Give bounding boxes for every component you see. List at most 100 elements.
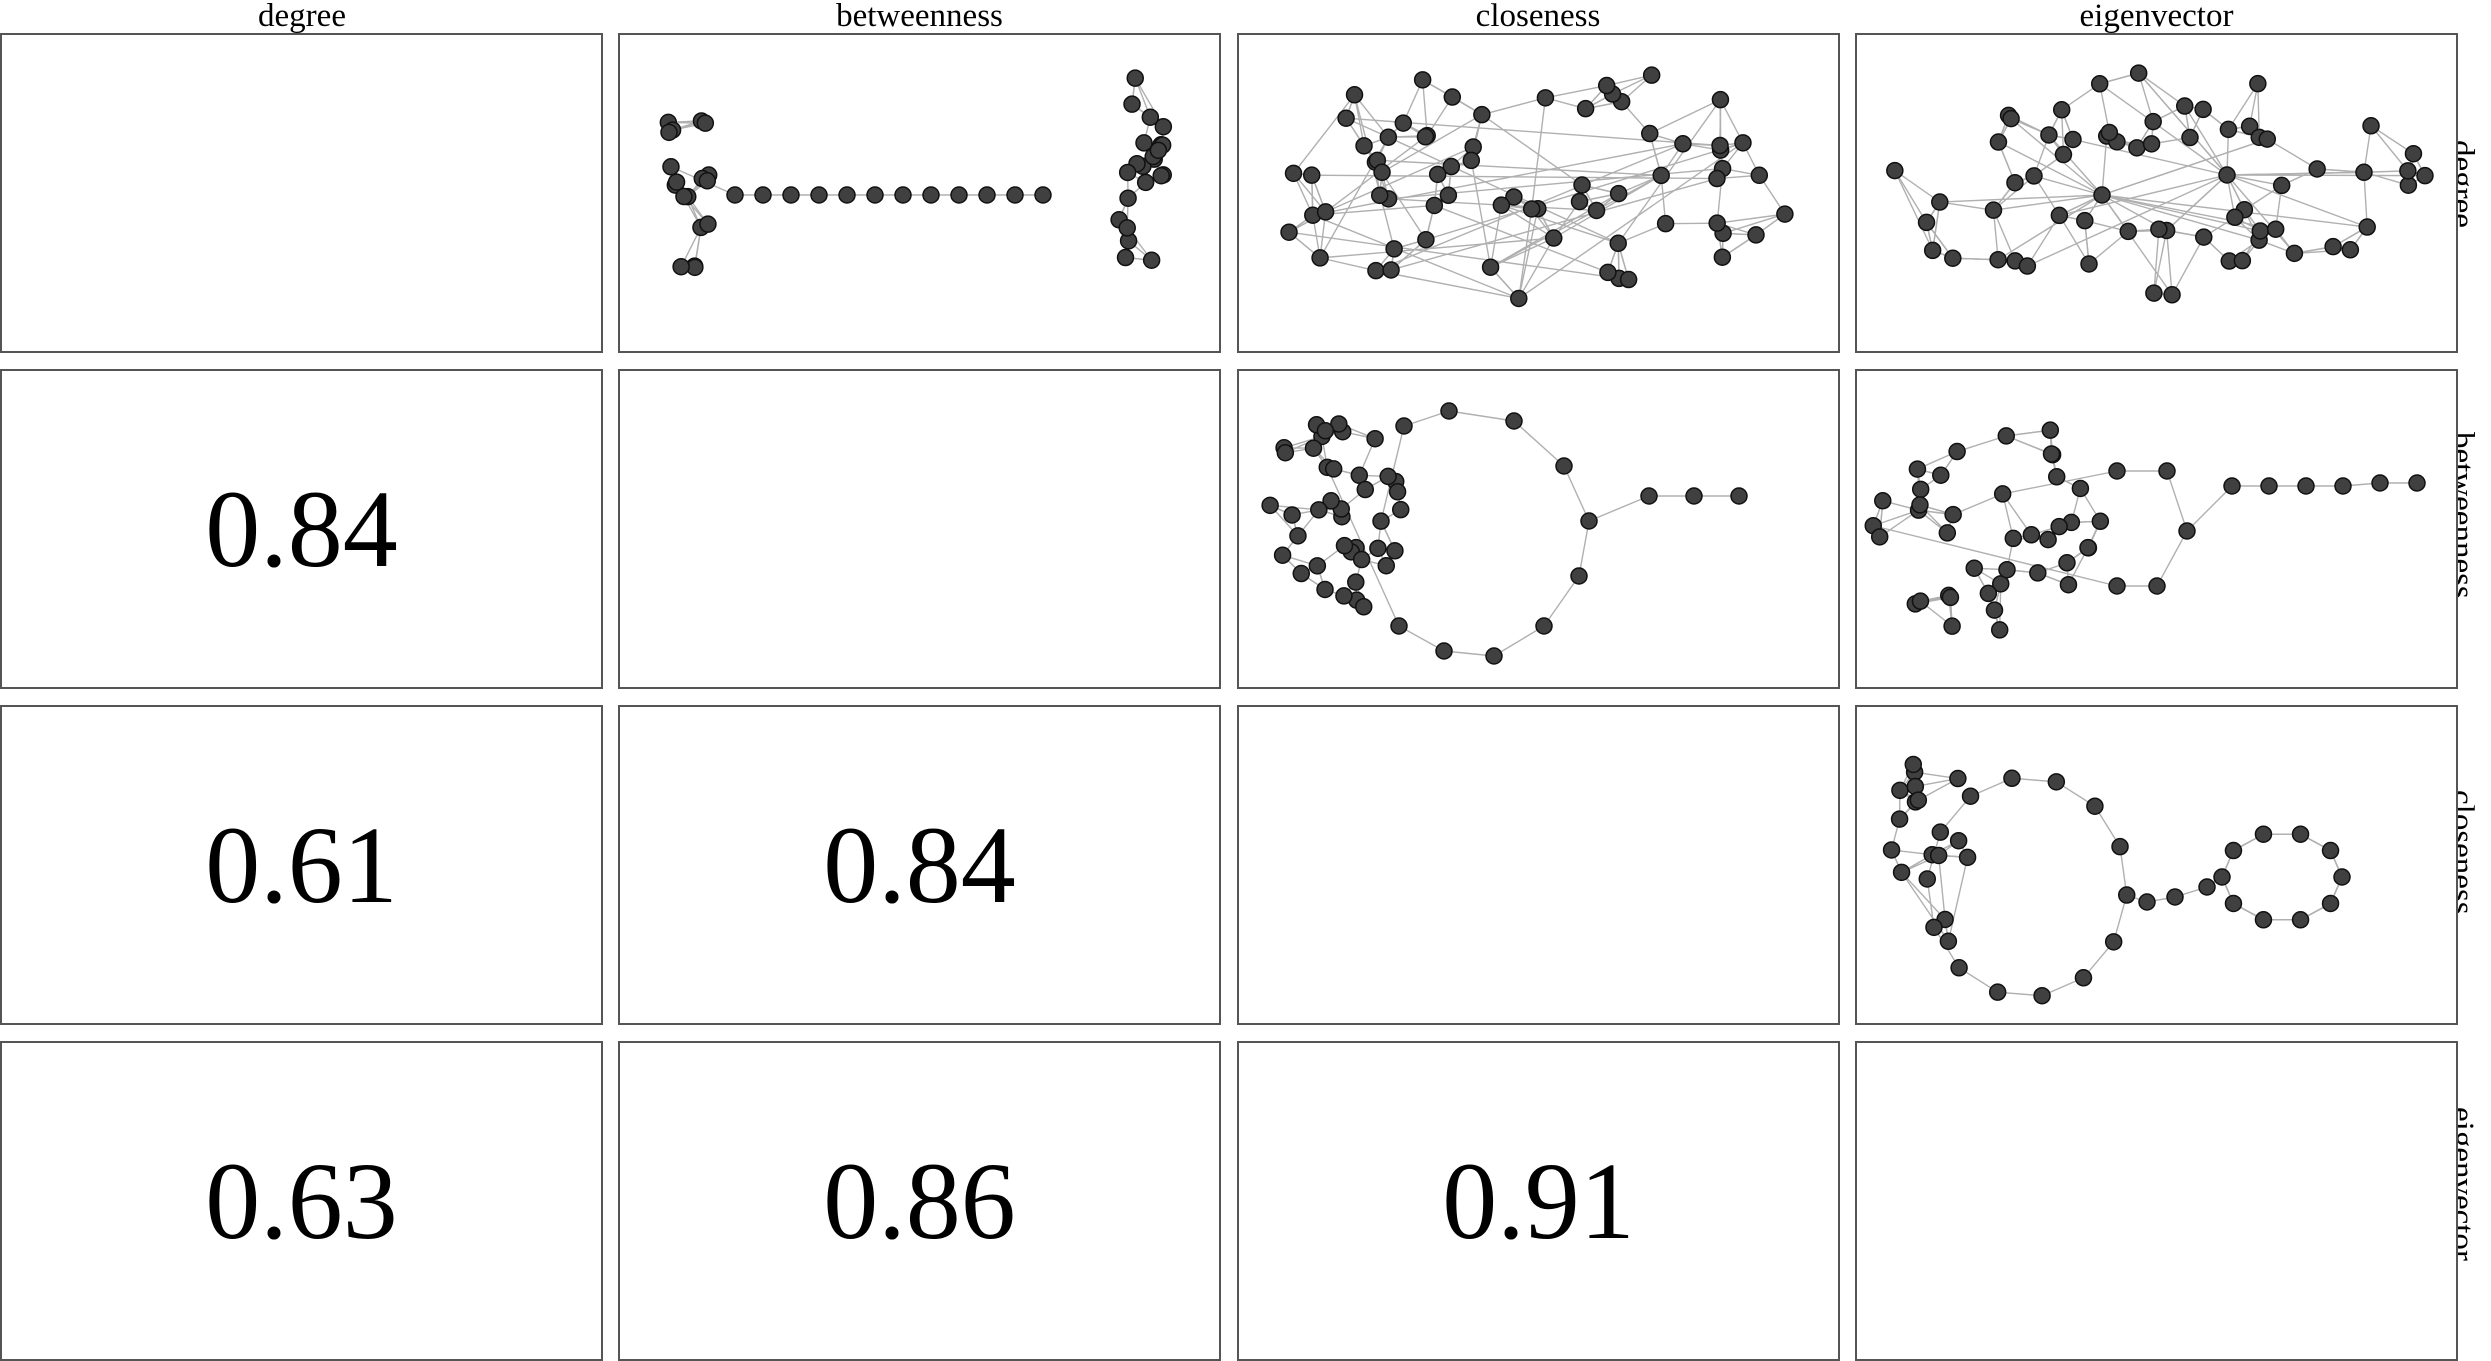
network-node (2072, 480, 2088, 496)
network-node (1912, 593, 1928, 609)
network-node (1712, 92, 1728, 108)
network-node (1284, 507, 1300, 523)
network-edges (1895, 73, 2425, 295)
panel-eigenvector-closeness: 0.91 (1237, 1041, 1840, 1361)
network-node (2120, 223, 2136, 239)
network-node (1731, 488, 1747, 504)
network-node (2003, 111, 2019, 127)
network-node (1317, 581, 1333, 597)
network-node (1735, 135, 1751, 151)
network-edge (1895, 171, 1927, 223)
network-node (2131, 65, 2147, 81)
network-node (1354, 552, 1370, 568)
network-node (1368, 263, 1384, 279)
network-node (2405, 146, 2421, 162)
network-edge (2102, 136, 2107, 195)
network-node (2054, 102, 2070, 118)
network-node (1933, 467, 1949, 483)
panel-degree-closeness-network (1237, 33, 1840, 353)
network-edge (1389, 199, 1597, 211)
network-edge (2100, 84, 2227, 175)
panel-eigenvector-eigenvector (1855, 1041, 2458, 1361)
network-node (1919, 871, 1935, 887)
network-node (1356, 599, 1372, 615)
network-node (1338, 110, 1354, 126)
network-node (1892, 811, 1908, 827)
network-edge (1895, 171, 1933, 251)
network-edges (1270, 411, 1739, 656)
network-node (2112, 839, 2128, 855)
network-node (1357, 482, 1373, 498)
network-node (2055, 147, 2071, 163)
column-label-eigenvector: eigenvector (1857, 0, 2456, 32)
network-nodes (1884, 756, 2350, 1003)
network-node (2182, 130, 2198, 146)
network-node (1940, 933, 1956, 949)
network-node (1395, 115, 1411, 131)
network-node (1990, 134, 2006, 150)
network-node (1391, 618, 1407, 634)
network-edge (2102, 139, 2267, 195)
network-node (1275, 547, 1291, 563)
network-node (1992, 622, 2008, 638)
network-node (1318, 204, 1334, 220)
network-node (2030, 565, 2046, 581)
network-edge (1514, 421, 1564, 466)
network-node (1370, 540, 1386, 556)
network-node (1463, 152, 1479, 168)
network-node (1436, 643, 1452, 659)
network-node (1686, 488, 1702, 504)
network-edge (1377, 160, 1661, 175)
network-node (951, 187, 967, 203)
network-node (2065, 131, 2081, 147)
network-node (1777, 206, 1793, 222)
network-node (1748, 227, 1764, 243)
network-node (2151, 221, 2167, 237)
network-node (2059, 555, 2075, 571)
network-node (2145, 114, 2161, 130)
network-edge (2157, 531, 2187, 586)
network-node (2179, 523, 2195, 539)
network-node (1290, 528, 1306, 544)
network-node (1986, 202, 2002, 218)
network-node (2144, 136, 2160, 152)
network-node (1990, 984, 2006, 1000)
network-node (1912, 497, 1928, 513)
network-node (1610, 235, 1626, 251)
network-node (1884, 842, 1900, 858)
network-node (2041, 127, 2057, 143)
panel-closeness-eigenvector-network (1855, 705, 2458, 1025)
network-node (1932, 824, 1948, 840)
network-node (2048, 774, 2064, 790)
network-node (1486, 648, 1502, 664)
network-node (1611, 186, 1627, 202)
network-node (1441, 403, 1457, 419)
network-node (699, 173, 715, 189)
network-node (2146, 285, 2162, 301)
network-node (1306, 440, 1322, 456)
network-node (1572, 194, 1588, 210)
network-node (1347, 87, 1363, 103)
network-node (2342, 242, 2358, 258)
network-node (2363, 118, 2379, 134)
network-node (2051, 519, 2067, 535)
network-node (2219, 167, 2235, 183)
network-node (1120, 190, 1136, 206)
panel-closeness-closeness (1237, 705, 1840, 1025)
network-nodes (1865, 422, 2425, 638)
network-node (1374, 164, 1390, 180)
network-edges (1289, 75, 1785, 298)
network-node (1894, 864, 1910, 880)
panel-closeness-betweenness: 0.84 (618, 705, 1221, 1025)
network-node (1945, 507, 1961, 523)
network-node (2106, 934, 2122, 950)
network-node (1931, 847, 1947, 863)
network-node (1986, 602, 2002, 618)
network-node (1537, 90, 1553, 106)
network-node (1675, 136, 1691, 152)
network-node (2109, 463, 2125, 479)
network-node (2040, 532, 2056, 548)
network-node (2252, 223, 2268, 239)
network-node (2092, 76, 2108, 92)
network-edge (1939, 855, 1945, 919)
